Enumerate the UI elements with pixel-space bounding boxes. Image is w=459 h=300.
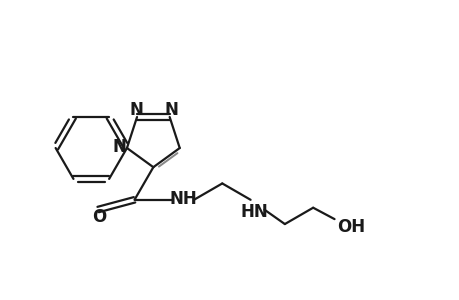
Text: N: N: [112, 138, 126, 156]
Text: O: O: [92, 208, 106, 226]
Text: N: N: [164, 101, 178, 119]
Text: OH: OH: [336, 218, 364, 236]
Text: N: N: [129, 101, 143, 119]
Text: NH: NH: [169, 190, 196, 208]
Text: HN: HN: [240, 203, 268, 221]
